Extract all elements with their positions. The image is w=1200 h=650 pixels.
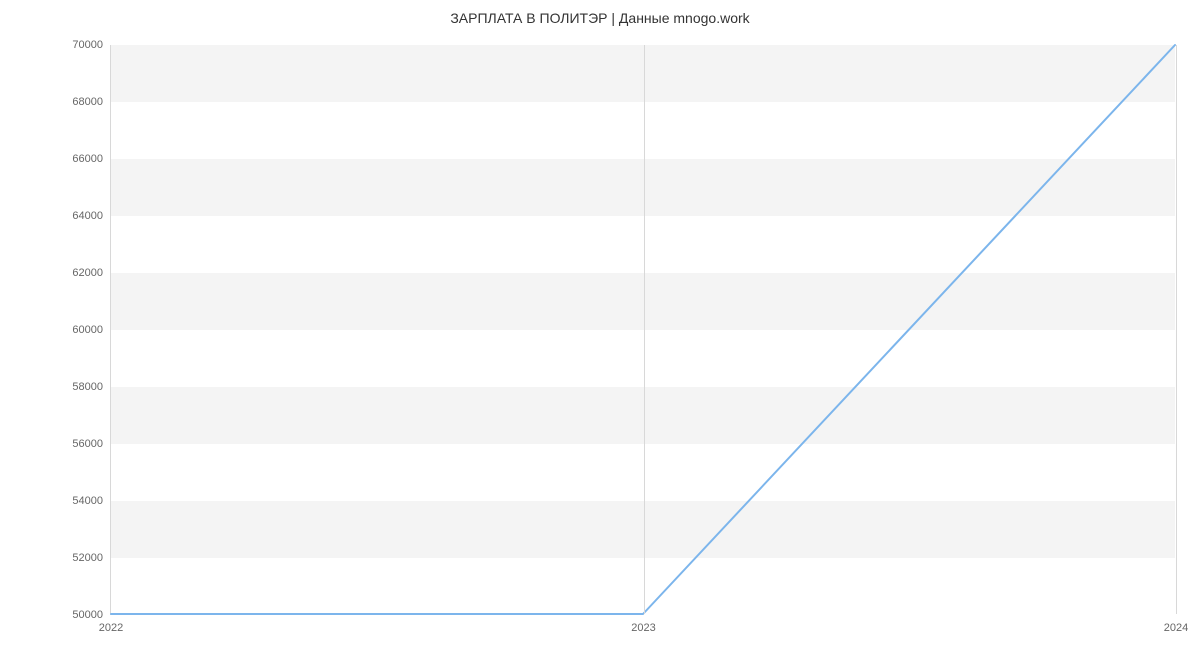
plot-area: 5000052000540005600058000600006200064000… — [110, 45, 1175, 615]
y-tick-label: 54000 — [72, 495, 111, 507]
y-tick-label: 60000 — [72, 324, 111, 336]
y-tick-label: 52000 — [72, 552, 111, 564]
chart-title: ЗАРПЛАТА В ПОЛИТЭР | Данные mnogo.work — [0, 10, 1200, 26]
y-tick-label: 64000 — [72, 210, 111, 222]
y-tick-label: 62000 — [72, 267, 111, 279]
x-tick-label: 2023 — [631, 614, 655, 634]
grid-line-vertical — [644, 45, 645, 614]
y-tick-label: 56000 — [72, 438, 111, 450]
grid-line-vertical — [1176, 45, 1177, 614]
x-tick-label: 2024 — [1164, 614, 1188, 634]
y-tick-label: 66000 — [72, 153, 111, 165]
x-tick-label: 2022 — [99, 614, 123, 634]
y-tick-label: 70000 — [72, 39, 111, 51]
y-tick-label: 58000 — [72, 381, 111, 393]
y-tick-label: 68000 — [72, 96, 111, 108]
